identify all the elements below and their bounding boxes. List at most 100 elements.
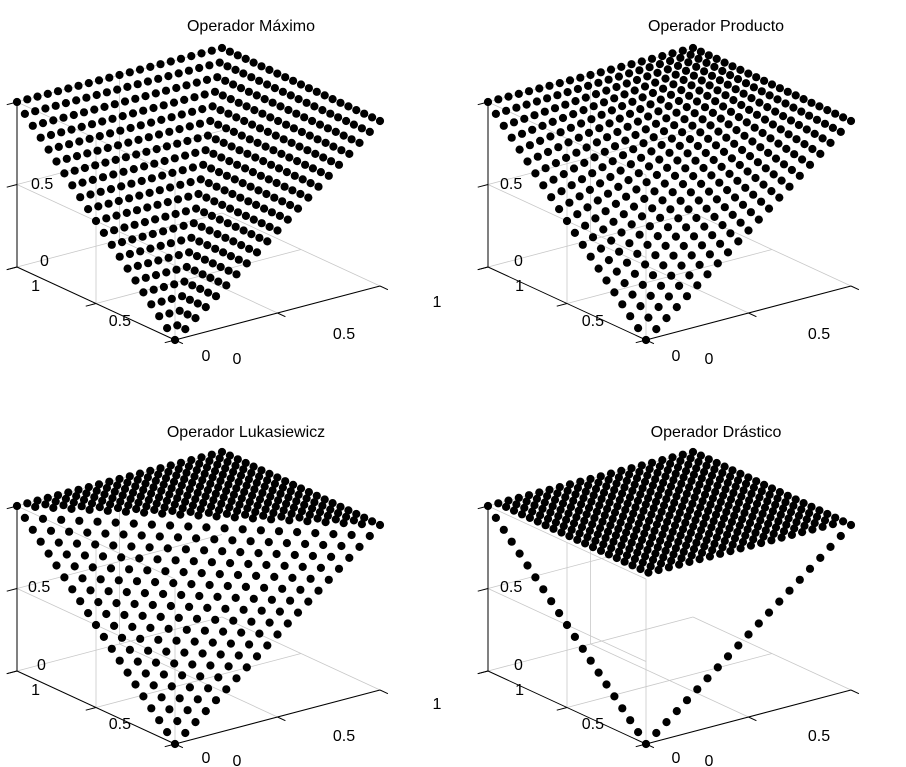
- data-point: [727, 154, 737, 163]
- data-point: [313, 514, 322, 523]
- data-point: [743, 525, 752, 534]
- data-point: [226, 95, 235, 104]
- data-point: [141, 92, 150, 101]
- data-point: [184, 192, 193, 201]
- z-tick-0: 0: [40, 253, 49, 270]
- data-point: [522, 100, 531, 109]
- data-point: [599, 98, 609, 107]
- data-point: [816, 553, 825, 563]
- data-point: [84, 609, 93, 618]
- data-point: [640, 82, 650, 91]
- data-point: [652, 170, 662, 180]
- data-point: [44, 145, 53, 154]
- data-point: [205, 580, 214, 590]
- data-point: [689, 522, 698, 531]
- data-point: [91, 620, 101, 630]
- data-point: [186, 178, 195, 187]
- data-point: [559, 170, 568, 179]
- tick-labels: 0 0.5 1 0.5 0 0 0.5: [500, 176, 830, 368]
- data-point: [581, 221, 590, 230]
- data-point: [739, 89, 748, 98]
- data-point: [142, 502, 151, 511]
- data-point: [225, 503, 234, 512]
- data-point: [177, 590, 186, 600]
- data-point: [245, 135, 254, 144]
- data-point: [144, 495, 153, 505]
- data-point: [175, 694, 184, 703]
- data-point: [241, 211, 250, 220]
- z-tick-0-5: 0.5: [28, 579, 50, 596]
- data-point: [674, 486, 684, 495]
- data-point: [685, 483, 694, 492]
- data-point: [204, 288, 213, 297]
- data-point: [754, 215, 763, 224]
- data-point: [637, 212, 647, 221]
- data-point: [805, 160, 815, 169]
- data-point: [823, 509, 832, 519]
- data-point: [130, 599, 139, 609]
- data-point: [158, 509, 167, 518]
- data-point: [365, 531, 374, 541]
- data-point: [139, 485, 148, 495]
- data-point: [91, 216, 101, 226]
- data-point: [572, 148, 581, 157]
- data-point: [687, 81, 696, 90]
- data-point: [661, 241, 670, 250]
- data-point: [136, 247, 145, 256]
- data-point: [678, 180, 688, 189]
- data-point: [515, 549, 524, 558]
- data-point: [280, 561, 289, 571]
- data-point: [635, 542, 644, 551]
- data-point: [713, 259, 722, 268]
- data-point: [702, 58, 711, 67]
- data-point: [610, 508, 620, 517]
- data-point: [689, 470, 699, 479]
- data-point: [584, 481, 593, 490]
- data-point: [273, 226, 282, 235]
- data-point: [798, 155, 807, 164]
- data-point: [782, 144, 791, 153]
- data-point: [595, 124, 604, 133]
- data-point: [161, 212, 170, 221]
- data-point: [192, 466, 201, 475]
- data-point: [594, 478, 603, 487]
- data-point: [608, 514, 617, 524]
- data-point: [737, 100, 746, 110]
- y-tick-0-5: 0.5: [109, 313, 131, 330]
- data-point: [194, 189, 203, 199]
- data-point: [23, 499, 32, 508]
- data-point: [584, 128, 594, 137]
- data-point: [84, 483, 93, 492]
- data-point: [564, 509, 573, 518]
- data-point: [165, 127, 174, 136]
- data-point: [268, 98, 277, 107]
- data-point: [618, 512, 628, 521]
- data-point: [292, 497, 301, 506]
- data-point: [120, 223, 129, 232]
- data-point: [719, 147, 729, 156]
- data-point: [752, 499, 762, 508]
- data-point: [271, 131, 280, 140]
- data-point: [207, 211, 216, 220]
- data-point: [738, 515, 747, 524]
- data-point: [243, 504, 252, 513]
- data-point: [103, 143, 112, 153]
- data-point: [710, 539, 719, 548]
- data-point: [133, 475, 142, 484]
- data-point: [536, 511, 545, 520]
- data-point: [687, 551, 696, 560]
- data-point: [781, 498, 790, 507]
- data-point: [263, 498, 272, 507]
- data-point: [573, 84, 583, 94]
- data-point: [279, 506, 288, 515]
- data-point: [170, 335, 180, 345]
- data-point: [707, 471, 717, 480]
- data-point: [238, 525, 247, 534]
- data-point: [761, 164, 770, 173]
- data-point: [728, 210, 737, 219]
- data-point: [267, 515, 276, 524]
- x-tick-0-5: 0.5: [808, 728, 830, 745]
- data-point: [160, 503, 169, 512]
- data-point: [161, 567, 170, 576]
- data-point: [242, 102, 251, 111]
